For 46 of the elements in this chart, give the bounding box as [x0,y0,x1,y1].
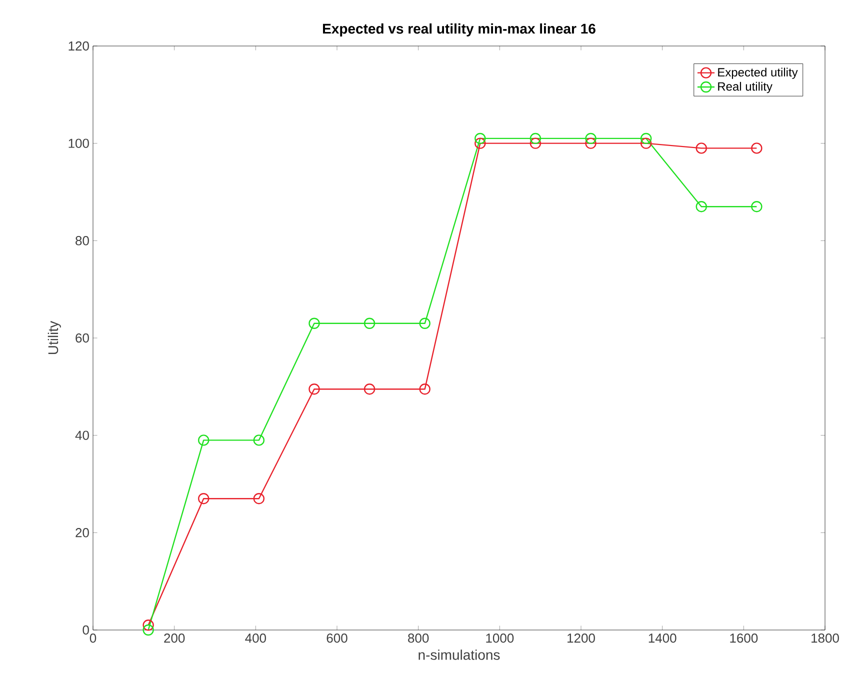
x-tick-label: 1200 [568,634,595,643]
y-tick-label: 80 [76,236,89,246]
chart-title: Expected vs real utility min-max linear 16 [322,23,596,36]
legend-label: Real utility [718,82,772,94]
x-tick-label: 1400 [648,634,676,643]
x-tick-label: 800 [408,634,429,643]
y-tick-label: 0 [82,625,89,635]
x-tick-label: 400 [245,634,266,643]
legend-label: Expected utility [718,68,798,79]
y-tick-label: 120 [68,41,89,51]
point [198,493,210,504]
point [640,132,652,144]
point [530,132,542,144]
point [308,384,320,395]
x-tick-label: 600 [326,634,348,643]
point [474,138,486,149]
point [751,142,762,154]
point [640,138,652,149]
point [696,200,707,212]
point [253,493,265,504]
point [585,132,596,144]
point [308,318,320,329]
x-tick-label: 1000 [486,634,514,643]
point [585,138,596,149]
point [142,624,154,636]
point [364,318,376,329]
point [530,138,542,149]
x-tick-label: 1600 [730,634,758,643]
x-tick-label: 1800 [812,634,839,643]
point [696,142,707,154]
y-tick-label: 20 [76,528,89,538]
point [253,434,265,446]
x-tick-label: 0 [90,634,96,643]
y-tick-label: 60 [76,333,89,343]
point [419,384,430,395]
y-tick-label: 100 [68,138,89,148]
point [364,384,376,395]
point [419,318,430,329]
y-axis-title: Utility [48,320,61,354]
x-tick-label: 200 [164,634,185,643]
x-axis-title: n-simulations [418,650,500,660]
point [142,620,154,631]
point [474,132,486,144]
point [751,200,762,212]
y-tick-label: 40 [75,430,89,440]
point [198,434,210,446]
